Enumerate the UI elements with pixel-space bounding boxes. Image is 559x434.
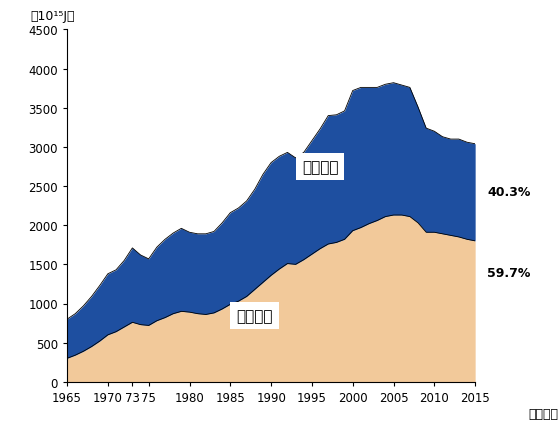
Text: 旅客部門: 旅客部門 bbox=[236, 308, 273, 323]
Text: 59.7%: 59.7% bbox=[487, 266, 530, 279]
Text: （年度）: （年度） bbox=[528, 407, 558, 420]
Text: （10¹⁵J）: （10¹⁵J） bbox=[30, 10, 75, 23]
Text: 40.3%: 40.3% bbox=[487, 186, 530, 199]
Text: 貨物部門: 貨物部門 bbox=[302, 160, 338, 174]
